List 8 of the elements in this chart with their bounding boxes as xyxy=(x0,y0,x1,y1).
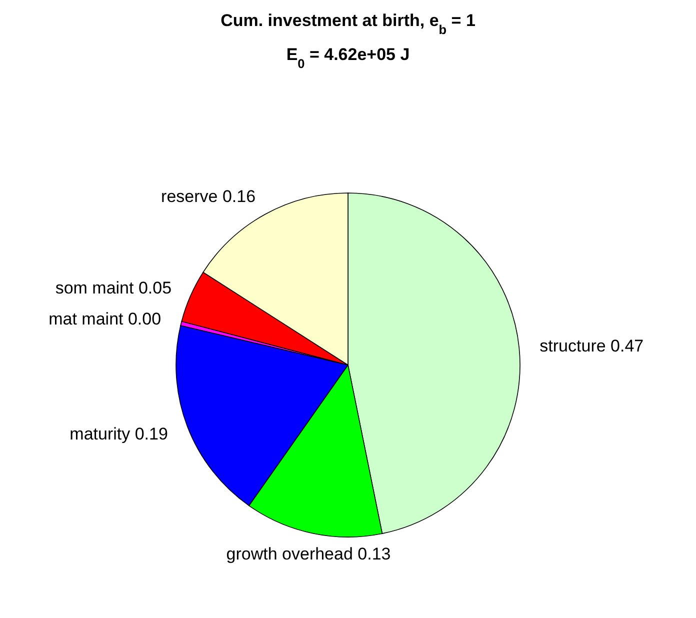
slice-label: structure 0.47 xyxy=(540,336,644,356)
slice-label: som maint 0.05 xyxy=(55,278,172,298)
slice-label: growth overhead 0.13 xyxy=(226,544,391,564)
slice-label: maturity 0.19 xyxy=(70,424,168,444)
slice-label: reserve 0.16 xyxy=(161,186,256,206)
slice-label: mat maint 0.00 xyxy=(48,309,162,328)
chart-subtitle: E$_{0}$ = 4.62e+05 J xyxy=(286,45,410,70)
chart-title: Cum. investment at birth, e$_{b}$ = 1 xyxy=(220,11,476,36)
